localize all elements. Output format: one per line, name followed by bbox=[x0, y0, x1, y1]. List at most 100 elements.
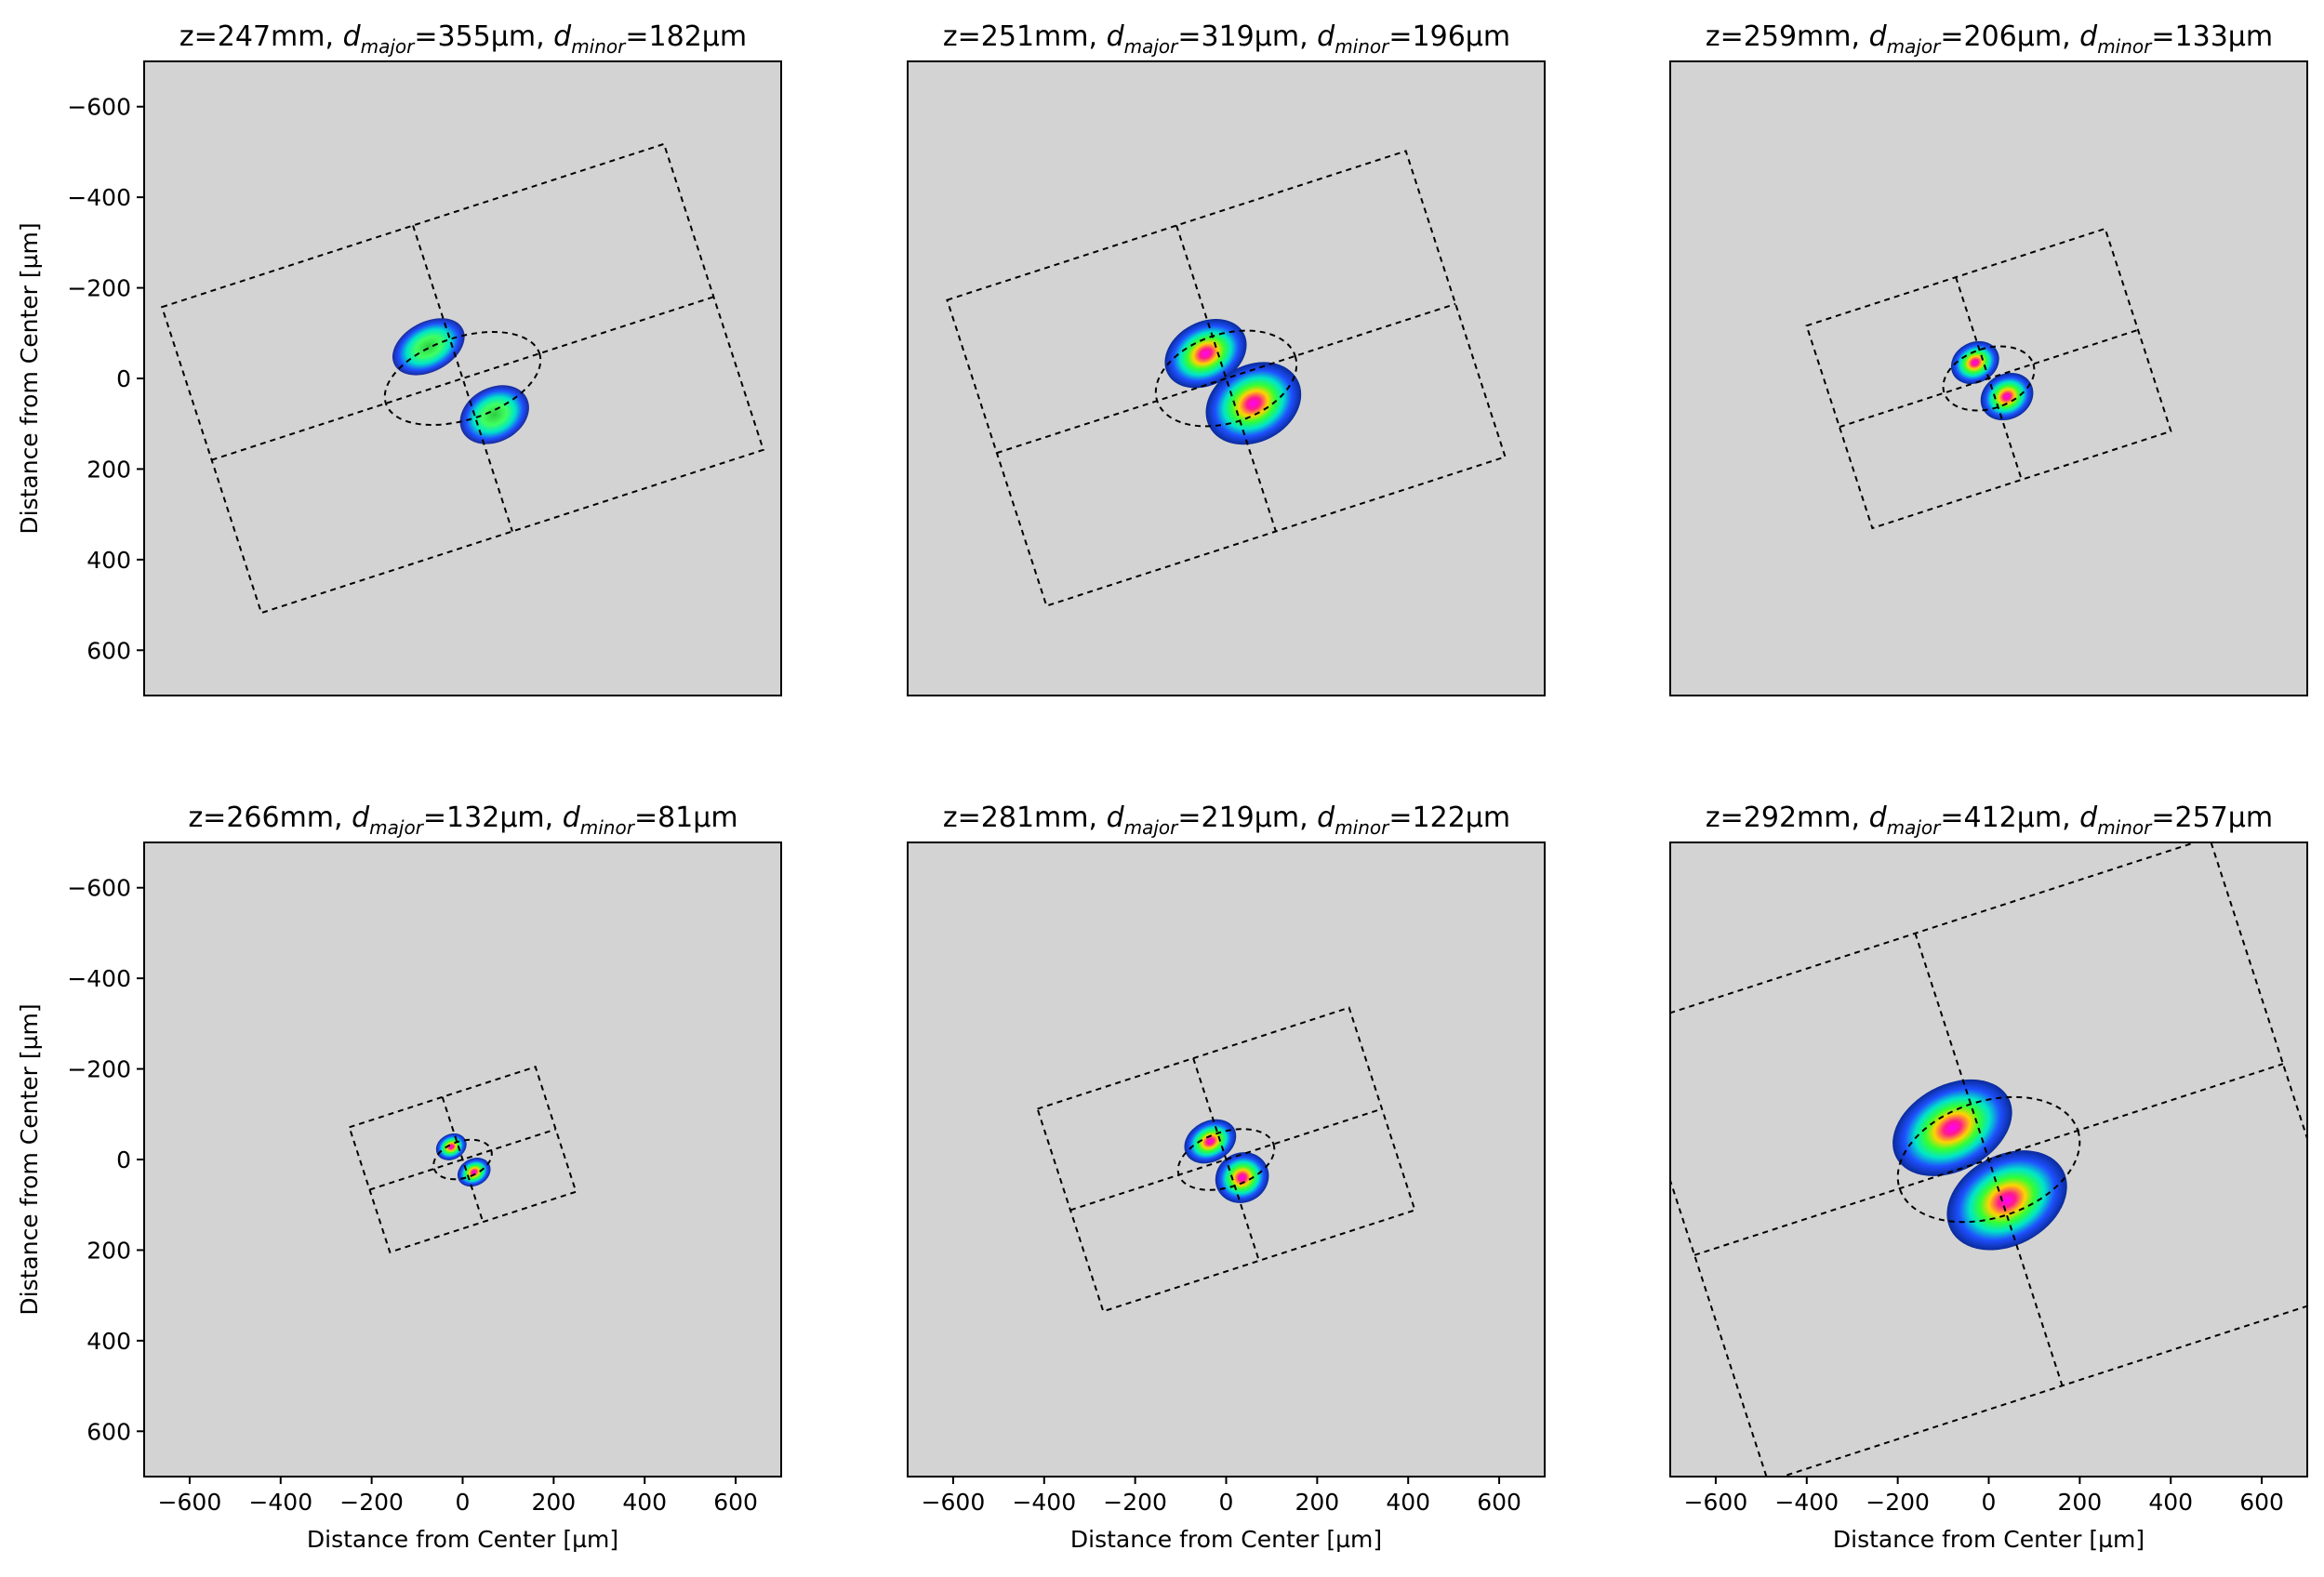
title-min-pre: d bbox=[1317, 20, 1335, 53]
title-maj-pre: d bbox=[352, 802, 370, 834]
beam-lobe-2 bbox=[459, 385, 529, 444]
x-axis-label: Distance from Center [µm] bbox=[1070, 1526, 1382, 1553]
panel-title: z=266mm, dmajor=132µm, dminor=81µm bbox=[188, 802, 737, 839]
y-tick-label: 600 bbox=[86, 1418, 131, 1445]
title-maj-val: =219µm, bbox=[1177, 802, 1317, 834]
y-tick-label: −400 bbox=[67, 965, 131, 992]
y-tick-label: −600 bbox=[67, 94, 131, 121]
beam-lobe-1 bbox=[1892, 1079, 2012, 1176]
y-tick-label: 200 bbox=[86, 1237, 131, 1264]
plot-content bbox=[348, 1066, 578, 1253]
title-min-sub: minor bbox=[580, 816, 636, 839]
y-tick-label: 600 bbox=[86, 637, 131, 664]
x-tick-label: −600 bbox=[158, 1489, 222, 1516]
minor-axis-line bbox=[412, 225, 513, 532]
title-maj-val: =319µm, bbox=[1177, 20, 1317, 53]
beam-lobe-1 bbox=[1950, 340, 1999, 385]
beam-lobe-2 bbox=[457, 1158, 491, 1187]
title-min-sub: minor bbox=[1335, 816, 1390, 839]
title-maj-pre: d bbox=[1869, 802, 1888, 834]
x-tick-label: 600 bbox=[2239, 1489, 2284, 1516]
fit-overlay bbox=[1670, 842, 2307, 1477]
x-tick-label: −400 bbox=[1012, 1489, 1076, 1516]
beam-lobe-1 bbox=[1164, 319, 1247, 389]
x-tick-label: 0 bbox=[456, 1489, 471, 1516]
beam-ellipse bbox=[432, 1138, 493, 1181]
y-tick-label: −400 bbox=[67, 184, 131, 211]
x-axis-label: Distance from Center [µm] bbox=[307, 1526, 618, 1553]
subplot-5: z=281mm, dmajor=219µm, dminor=122µm−600−… bbox=[907, 802, 1546, 1553]
y-tick-label: −600 bbox=[67, 875, 131, 902]
panel-title: z=247mm, dmajor=355µm, dminor=182µm bbox=[179, 20, 747, 58]
axes-frame bbox=[1669, 60, 2308, 696]
title-maj-sub: major bbox=[1887, 35, 1943, 58]
fit-overlay bbox=[160, 142, 765, 615]
title-min-pre: d bbox=[2079, 802, 2098, 834]
y-tick-label: 200 bbox=[86, 456, 131, 483]
y-tick-label: −200 bbox=[67, 1056, 131, 1083]
title-z: z=251mm, bbox=[943, 20, 1107, 53]
title-maj-pre: d bbox=[343, 20, 362, 53]
x-tick-label: −600 bbox=[922, 1489, 986, 1516]
y-tick-label: 0 bbox=[116, 365, 131, 392]
x-tick-label: 600 bbox=[713, 1489, 758, 1516]
title-maj-sub: major bbox=[361, 35, 417, 58]
minor-axis-line bbox=[441, 1096, 485, 1223]
x-tick-label: −200 bbox=[1866, 1489, 1930, 1516]
minor-axis-line bbox=[1192, 1057, 1260, 1262]
beam-ellipse bbox=[1154, 329, 1298, 428]
title-maj-val: =355µm, bbox=[414, 20, 553, 53]
beam-lobe-1 bbox=[1184, 1119, 1237, 1164]
title-min-val: =196µm bbox=[1388, 20, 1510, 53]
axes-frame bbox=[907, 60, 1546, 696]
title-min-pre: d bbox=[553, 20, 572, 53]
title-maj-pre: d bbox=[1107, 20, 1125, 53]
panel-title: z=259mm, dmajor=206µm, dminor=133µm bbox=[1706, 20, 2273, 58]
x-tick-label: 0 bbox=[1219, 1489, 1234, 1516]
minor-axis-line bbox=[1914, 933, 2064, 1386]
minor-axis-line bbox=[1955, 276, 2023, 481]
title-z: z=266mm, bbox=[188, 802, 352, 834]
panel-title: z=251mm, dmajor=319µm, dminor=196µm bbox=[943, 20, 1510, 58]
plot-area bbox=[144, 61, 781, 696]
plot-content bbox=[1805, 227, 2172, 530]
subplot-2: z=251mm, dmajor=319µm, dminor=196µm bbox=[907, 20, 1546, 696]
plot-content bbox=[1670, 842, 2307, 1477]
y-tick-label: 400 bbox=[86, 547, 131, 574]
x-tick-label: −200 bbox=[1103, 1489, 1167, 1516]
x-tick-label: 200 bbox=[531, 1489, 576, 1516]
title-z: z=247mm, bbox=[179, 20, 343, 53]
beam-lobe-2 bbox=[1946, 1150, 2067, 1251]
title-min-pre: d bbox=[2079, 20, 2098, 53]
beam-ellipse bbox=[1896, 1095, 2081, 1224]
title-maj-sub: major bbox=[1887, 816, 1943, 839]
x-tick-label: −400 bbox=[1774, 1489, 1839, 1516]
title-min-val: =81µm bbox=[634, 802, 738, 834]
title-min-sub: minor bbox=[571, 35, 627, 58]
title-z: z=292mm, bbox=[1706, 802, 1869, 834]
major-axis-line bbox=[369, 1128, 556, 1191]
x-tick-label: 400 bbox=[622, 1489, 667, 1516]
plot-content bbox=[160, 142, 765, 615]
title-min-sub: minor bbox=[1335, 35, 1390, 58]
title-min-val: =182µm bbox=[625, 20, 747, 53]
y-tick-label: −200 bbox=[67, 275, 131, 302]
beam-ellipse bbox=[383, 331, 542, 426]
title-maj-val: =132µm, bbox=[423, 802, 563, 834]
x-tick-label: 600 bbox=[1477, 1489, 1521, 1516]
title-min-pre: d bbox=[563, 802, 581, 834]
beam-lobe-1 bbox=[392, 318, 465, 376]
title-maj-pre: d bbox=[1107, 802, 1125, 834]
title-min-val: =122µm bbox=[1388, 802, 1510, 834]
subplot-6: z=292mm, dmajor=412µm, dminor=257µm−600−… bbox=[1669, 802, 2308, 1553]
x-tick-label: −200 bbox=[339, 1489, 404, 1516]
title-z: z=281mm, bbox=[943, 802, 1107, 834]
x-axis-label: Distance from Center [µm] bbox=[1833, 1526, 2145, 1553]
title-maj-sub: major bbox=[1124, 35, 1180, 58]
title-maj-val: =412µm, bbox=[1940, 802, 2079, 834]
y-tick-label: 0 bbox=[116, 1146, 131, 1173]
beam-ellipse bbox=[1176, 1128, 1276, 1191]
x-tick-label: 400 bbox=[1386, 1489, 1430, 1516]
beam-lobe-2 bbox=[1215, 1152, 1269, 1203]
title-maj-val: =206µm, bbox=[1940, 20, 2079, 53]
